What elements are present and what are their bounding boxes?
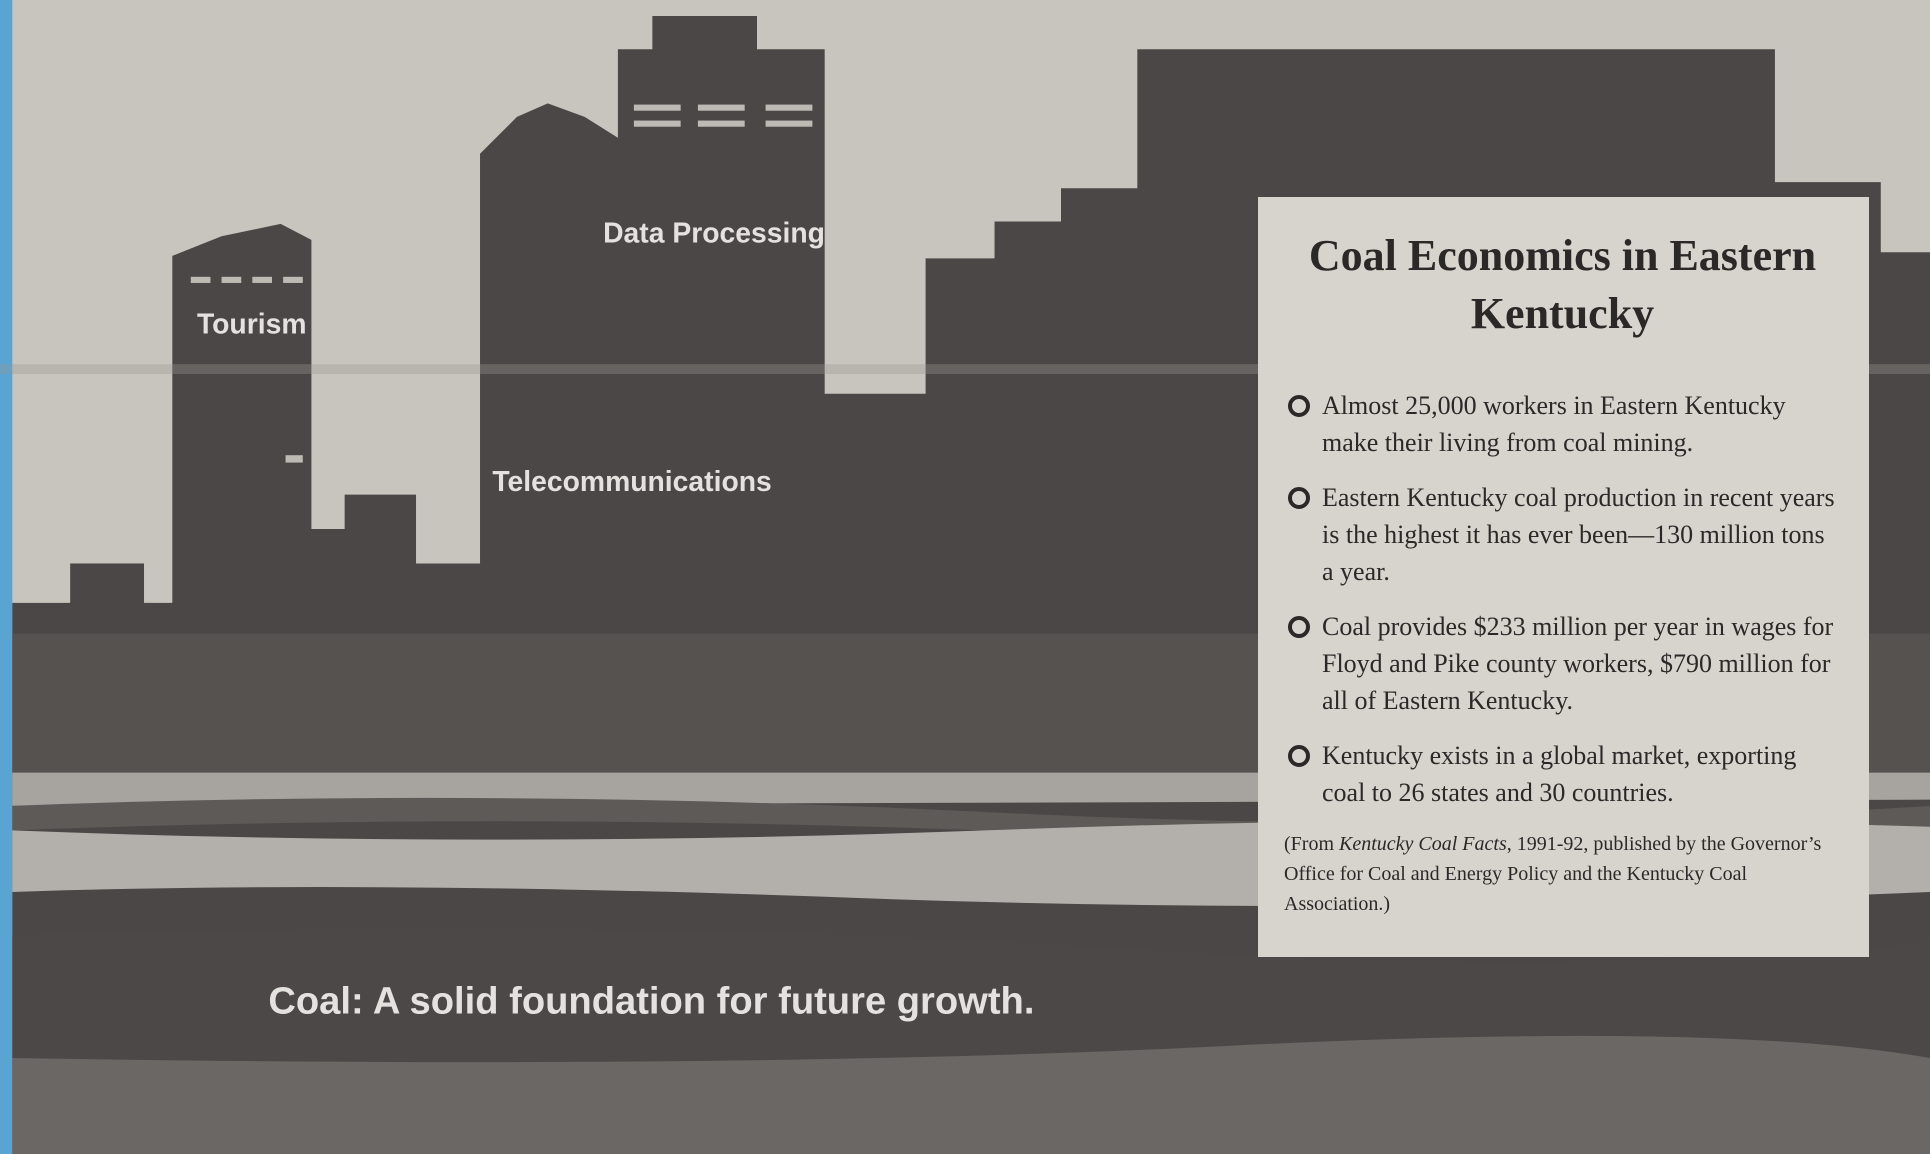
bullet-item: Coal provides $233 million per year in w… — [1284, 608, 1841, 719]
source-text: (From — [1284, 833, 1334, 855]
bullet-item: Almost 25,000 workers in Eastern Kentuck… — [1284, 387, 1841, 461]
bullet-item: Kentucky exists in a global market, expo… — [1284, 737, 1841, 811]
page: Tourism Data Processing Telecommunicatio… — [0, 0, 1930, 1154]
info-panel: Coal Economics in Eastern Kentucky Almos… — [1258, 197, 1869, 957]
panel-title: Coal Economics in Eastern Kentucky — [1284, 227, 1841, 343]
source-note: (From Kentucky Coal Facts, 1991-92, publ… — [1284, 829, 1841, 919]
building-label: Telecommunications — [492, 465, 771, 497]
bullet-list: Almost 25,000 workers in Eastern Kentuck… — [1284, 387, 1841, 811]
edge-strip — [0, 0, 12, 1154]
building-label: Tourism — [197, 307, 307, 339]
bullet-item: Eastern Kentucky coal production in rece… — [1284, 479, 1841, 590]
source-title: Kentucky Coal Facts — [1339, 833, 1507, 855]
building-label: Data Processing — [603, 216, 825, 248]
tagline: Coal: A solid foundation for future grow… — [268, 980, 1034, 1023]
